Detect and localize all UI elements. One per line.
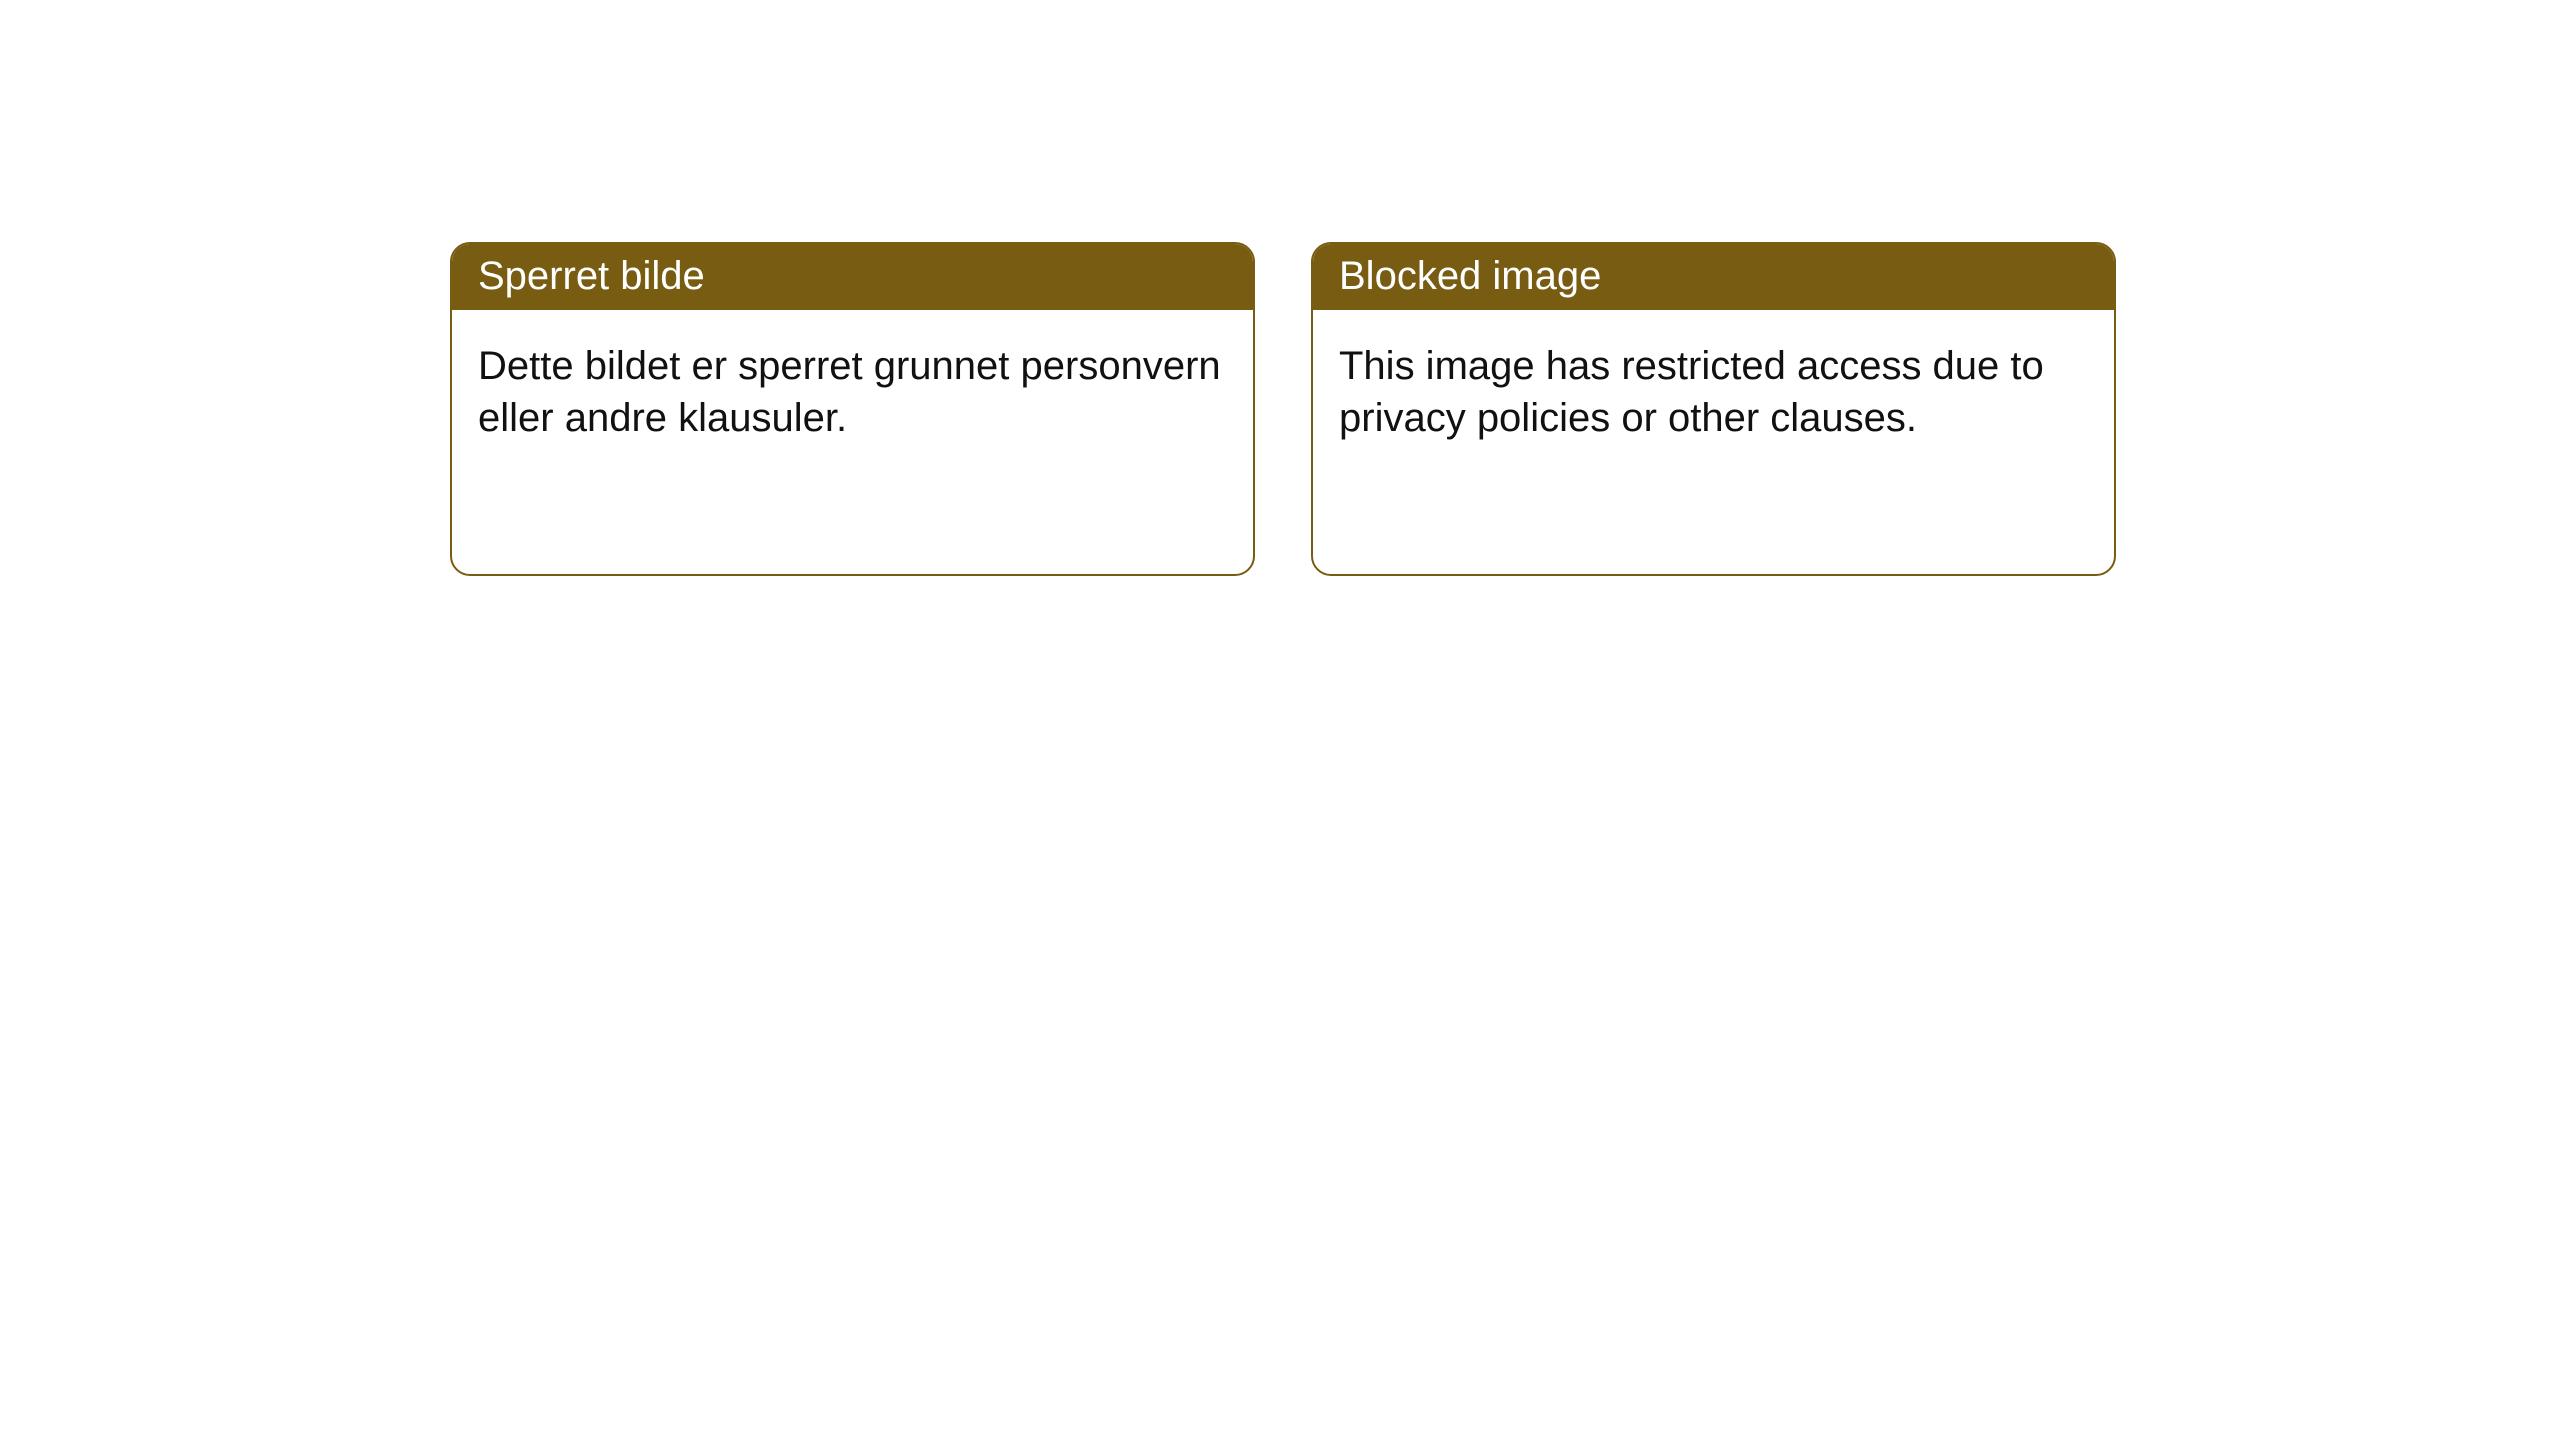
notice-row: Sperret bilde Dette bildet er sperret gr… [0, 0, 2560, 576]
notice-card-title: Blocked image [1313, 244, 2114, 310]
notice-card-no: Sperret bilde Dette bildet er sperret gr… [450, 242, 1255, 576]
notice-card-title: Sperret bilde [452, 244, 1253, 310]
notice-card-body: Dette bildet er sperret grunnet personve… [452, 310, 1253, 470]
notice-card-body: This image has restricted access due to … [1313, 310, 2114, 470]
notice-card-en: Blocked image This image has restricted … [1311, 242, 2116, 576]
